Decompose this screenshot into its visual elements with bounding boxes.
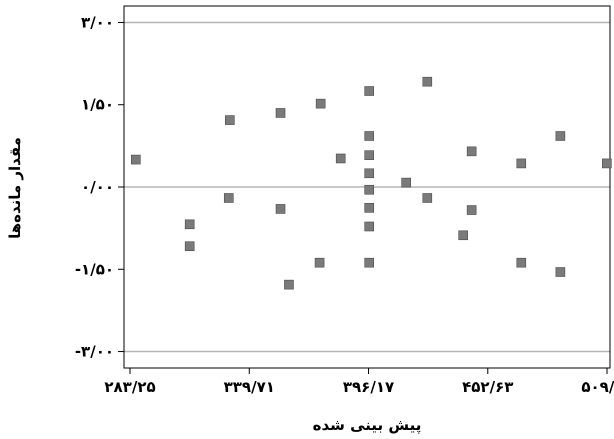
y-tick-label-4: -۳/۰۰	[75, 343, 114, 361]
data-point-16	[364, 203, 375, 213]
data-point-15	[364, 184, 375, 195]
data-point-28	[555, 267, 566, 277]
data-point-29	[602, 158, 612, 169]
y-axis-title: مقدار مانده‌ها	[6, 137, 24, 239]
data-point-6	[275, 204, 286, 214]
data-point-1	[184, 219, 195, 230]
y-tick-label-1: ۱/۵۰	[81, 96, 114, 114]
data-point-10	[335, 153, 346, 164]
data-point-22	[458, 230, 469, 241]
x-axis: ۲۸۳/۲۵ ۳۳۹/۷۱ ۳۹۶/۱۷ ۴۵۲/۶۳ ۵۰۹/۰۸	[104, 368, 614, 396]
data-point-12	[364, 131, 375, 141]
data-point-5	[275, 108, 286, 118]
data-point-8	[315, 98, 326, 109]
data-points	[131, 76, 612, 290]
data-point-7	[284, 279, 294, 290]
x-tick-label-0: ۲۸۳/۲۵	[104, 378, 155, 396]
y-tick-label-0: ۳/۰۰	[81, 13, 114, 31]
data-point-24	[466, 205, 477, 215]
data-point-4	[225, 115, 235, 125]
data-point-18	[364, 257, 375, 268]
x-axis-title: پیش بینی شده	[313, 416, 422, 435]
data-point-27	[555, 131, 566, 141]
x-tick-label-2: ۳۹۶/۱۷	[343, 378, 394, 396]
data-point-3	[223, 193, 234, 203]
x-tick-label-3: ۴۵۲/۶۳	[462, 378, 513, 396]
data-point-23	[466, 146, 477, 157]
x-tick-label-1: ۳۳۹/۷۱	[224, 378, 275, 396]
data-point-21	[422, 193, 433, 203]
data-point-0	[131, 154, 141, 165]
data-point-25	[516, 158, 527, 169]
y-axis: ۳/۰۰ ۱/۵۰ ۰/۰۰ -۱/۵۰ -۳/۰۰	[75, 13, 124, 361]
data-point-14	[364, 168, 375, 179]
data-point-19	[401, 177, 411, 188]
data-point-2	[184, 241, 195, 252]
data-point-13	[364, 150, 375, 160]
data-point-9	[314, 257, 325, 268]
y-tick-label-2: ۰/۰۰	[81, 178, 114, 196]
data-point-17	[364, 221, 375, 232]
data-point-26	[516, 257, 527, 268]
data-point-11	[364, 86, 375, 96]
data-point-20	[422, 76, 433, 87]
x-tick-label-4: ۵۰۹/۰۸	[581, 378, 614, 396]
y-tick-label-3: -۱/۵۰	[75, 260, 114, 278]
